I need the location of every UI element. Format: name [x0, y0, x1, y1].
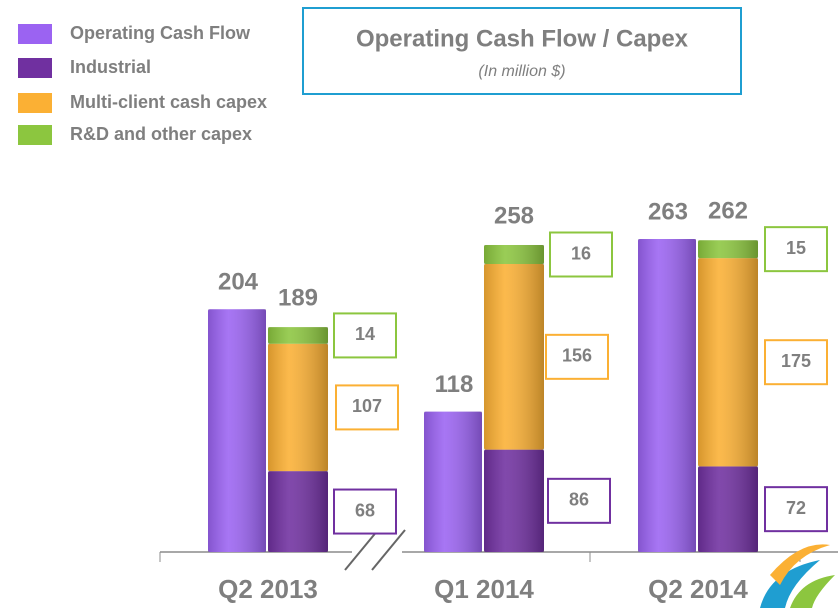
value-label-box	[764, 486, 828, 533]
legend-swatch	[18, 58, 52, 78]
value-label-box	[764, 226, 828, 273]
value-label-box	[333, 312, 397, 359]
bar-shade	[638, 239, 696, 552]
bar-shade	[698, 466, 758, 552]
total-label: 189	[278, 284, 318, 311]
value-label: 118	[435, 371, 474, 398]
value-label-box	[764, 339, 828, 386]
logo	[760, 544, 835, 608]
chart-subtitle: (In million $)	[478, 63, 565, 80]
bar-shade	[484, 449, 544, 552]
value-label: 263	[648, 198, 688, 225]
value-label-box	[545, 333, 609, 380]
total-label: 262	[708, 198, 748, 225]
bar-shade	[268, 471, 328, 552]
value-label: 15	[786, 238, 806, 258]
value-label: 72	[786, 498, 806, 518]
value-label: 68	[355, 500, 375, 520]
value-label-box	[547, 477, 611, 524]
chart-title: Operating Cash Flow / Capex	[356, 25, 689, 52]
bar-shade	[698, 258, 758, 467]
bar-shade	[424, 411, 482, 552]
x-tick-label: Q2 2014	[648, 574, 748, 604]
legend-swatch	[18, 93, 52, 113]
value-label: 204	[218, 269, 259, 296]
value-label-box	[335, 384, 399, 431]
bar-shade	[208, 309, 266, 552]
axis-break	[371, 529, 406, 571]
bar-shade	[698, 240, 758, 259]
bar-shade	[268, 327, 328, 344]
x-tick-label: Q1 2014	[434, 574, 534, 604]
bar-shade	[484, 264, 544, 450]
legend-swatch	[18, 125, 52, 145]
legend-label: Industrial	[70, 57, 151, 77]
legend-swatch	[18, 24, 52, 44]
axis-break	[344, 529, 379, 571]
value-label-box	[549, 231, 613, 278]
value-label: 107	[352, 396, 382, 416]
value-label: 175	[781, 351, 811, 371]
bar-shade	[484, 244, 544, 265]
bar-shade	[268, 343, 328, 472]
x-tick-label: Q2 2013	[218, 574, 318, 604]
legend-label: R&D and other capex	[70, 124, 252, 144]
total-label: 258	[494, 202, 534, 229]
value-label: 16	[571, 243, 591, 263]
value-label: 156	[562, 346, 592, 366]
legend-label: Multi-client cash capex	[70, 92, 267, 112]
value-label: 14	[355, 324, 375, 344]
title-box	[302, 7, 742, 95]
value-label-box	[333, 488, 397, 535]
value-label: 86	[569, 490, 589, 510]
legend-label: Operating Cash Flow	[70, 23, 251, 43]
